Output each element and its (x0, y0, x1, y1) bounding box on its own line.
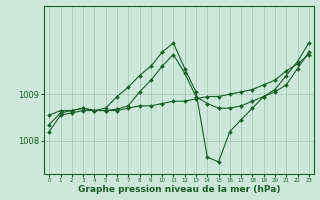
X-axis label: Graphe pression niveau de la mer (hPa): Graphe pression niveau de la mer (hPa) (78, 185, 280, 194)
